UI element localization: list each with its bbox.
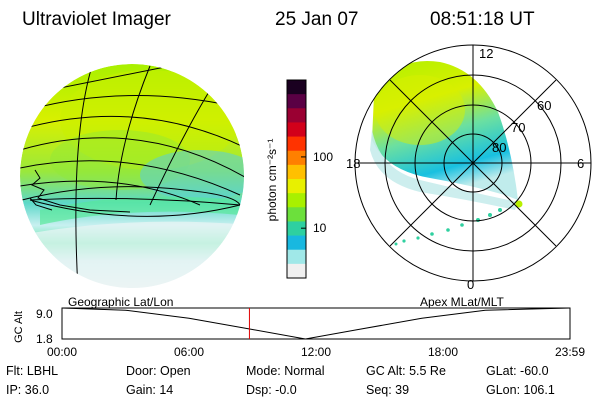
colorbar-swatch xyxy=(287,80,306,95)
colorbar-swatch xyxy=(287,94,306,109)
colorbar-swatch xyxy=(287,108,306,124)
xtick-3: 18:00 xyxy=(428,345,458,359)
status-glat: GLat: -60.0 xyxy=(486,364,549,378)
ytick-bottom: 1.8 xyxy=(36,332,53,346)
colorbar-swatch xyxy=(287,263,306,279)
colorbar-swatch xyxy=(287,193,306,208)
status-mode: Mode: Normal xyxy=(246,364,325,378)
xtick-4: 23:59 xyxy=(555,345,585,359)
xtick-0: 00:00 xyxy=(47,345,77,359)
colorbar-tick-label: 100 xyxy=(313,150,333,164)
altitude-curve xyxy=(61,307,571,340)
status-door: Door: Open xyxy=(126,364,191,378)
colorbar-swatch xyxy=(287,249,306,265)
status-ip: IP: 36.0 xyxy=(6,383,49,397)
colorbar-swatch xyxy=(287,136,306,152)
polar-plot: 12 6 0 18 60 70 80 xyxy=(346,44,592,292)
colorbar: photon cm⁻²s⁻¹ xyxy=(265,79,307,279)
status-seq: Seq: 39 xyxy=(366,383,409,397)
status-filter: Flt: LBHL xyxy=(6,364,58,378)
lat-label-70: 70 xyxy=(511,120,525,135)
lat-label-80: 80 xyxy=(492,140,506,155)
xtick-2: 12:00 xyxy=(301,345,331,359)
colorbar-strip xyxy=(287,80,306,279)
colorbar-swatch xyxy=(287,164,306,180)
mlt-label-0: 0 xyxy=(467,277,474,292)
xtick-1: 06:00 xyxy=(174,345,204,359)
colorbar-swatch xyxy=(287,179,306,194)
ytick-top: 9.0 xyxy=(36,307,53,321)
status-gain: Gain: 14 xyxy=(126,383,173,397)
status-glon: GLon: 106.1 xyxy=(486,383,555,397)
status-dsp: Dsp: -0.0 xyxy=(246,383,297,397)
timeline-ylabel: GC Alt xyxy=(13,311,25,343)
geographic-image xyxy=(20,64,244,288)
colorbar-unit-label: photon cm⁻²s⁻¹ xyxy=(265,139,279,222)
colorbar-swatch xyxy=(287,122,306,138)
colorbar-tick-label: 10 xyxy=(313,221,327,235)
timeline-right-title: Apex MLat/MLT xyxy=(420,295,504,309)
mlt-label-18: 18 xyxy=(346,156,360,171)
header-time: 08:51:18 UT xyxy=(430,9,535,30)
mlt-label-6: 6 xyxy=(577,156,584,171)
lat-label-60: 60 xyxy=(537,98,551,113)
status-panel: Flt: LBHL IP: 36.0 Door: Open Gain: 14 M… xyxy=(6,364,555,397)
colorbar-swatch xyxy=(287,150,306,166)
altitude-timeline: Geographic Lat/Lon Apex MLat/MLT GC Alt … xyxy=(13,295,585,359)
status-gc-alt: GC Alt: 5.5 Re xyxy=(366,364,446,378)
colorbar-swatch xyxy=(287,207,306,223)
colorbar-swatch xyxy=(287,221,306,237)
header-date: 25 Jan 07 xyxy=(275,9,358,30)
app-title: Ultraviolet Imager xyxy=(22,9,172,30)
timeline-left-title: Geographic Lat/Lon xyxy=(68,295,173,309)
colorbar-swatch xyxy=(287,235,306,251)
mlt-label-12: 12 xyxy=(479,46,493,61)
